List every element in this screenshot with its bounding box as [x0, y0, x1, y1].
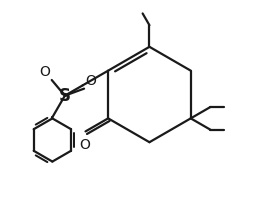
Text: O: O	[40, 65, 51, 79]
Text: O: O	[85, 74, 96, 88]
Text: O: O	[79, 138, 90, 152]
Text: S: S	[59, 87, 71, 105]
